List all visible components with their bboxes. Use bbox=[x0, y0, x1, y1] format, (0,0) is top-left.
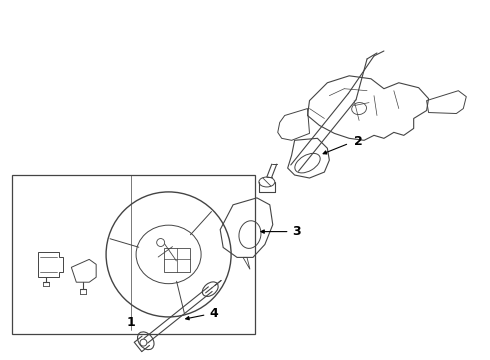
Text: 4: 4 bbox=[210, 307, 218, 320]
Text: 1: 1 bbox=[126, 316, 135, 329]
Text: 2: 2 bbox=[354, 135, 363, 148]
Text: 3: 3 bbox=[293, 225, 301, 238]
Bar bbox=[12, 175, 255, 334]
